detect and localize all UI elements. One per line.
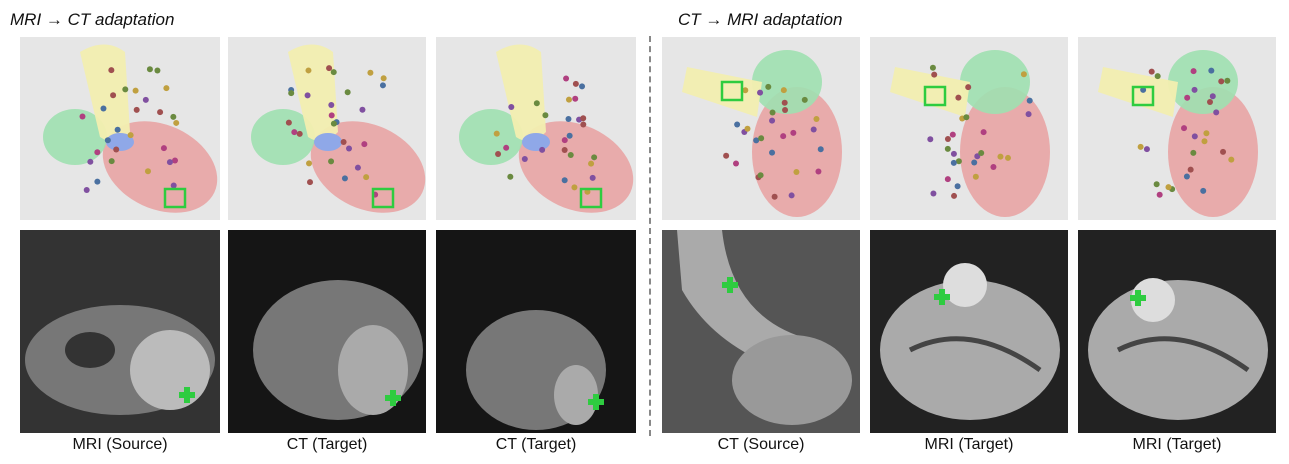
marker-cross-icon bbox=[934, 289, 950, 305]
panel-caption: MRI (Target) bbox=[1132, 436, 1222, 453]
scan-image-5 bbox=[870, 230, 1068, 433]
panel-caption: CT (Target) bbox=[286, 436, 368, 453]
heart-render-3 bbox=[436, 37, 636, 220]
scan-image-6 bbox=[1078, 230, 1276, 433]
heart-render-2 bbox=[228, 37, 426, 220]
heart-render-6 bbox=[1078, 37, 1276, 220]
scan-image-4 bbox=[662, 230, 860, 433]
marker-cross-icon bbox=[588, 394, 604, 410]
heart-render-4 bbox=[662, 37, 860, 220]
scan-image-1 bbox=[20, 230, 220, 433]
marker-box-icon bbox=[1131, 85, 1155, 107]
marker-box-icon bbox=[720, 80, 744, 102]
group-divider bbox=[649, 36, 651, 436]
panel-caption: CT (Source) bbox=[717, 436, 805, 453]
title-mri-to-ct: MRI → CT adaptation bbox=[10, 10, 175, 29]
marker-box-icon bbox=[923, 85, 947, 107]
title-ct-to-mri: CT → MRI adaptation bbox=[678, 10, 843, 29]
marker-cross-icon bbox=[1130, 290, 1146, 306]
marker-cross-icon bbox=[179, 387, 195, 403]
scan-image-2 bbox=[228, 230, 426, 433]
panel-caption: CT (Target) bbox=[495, 436, 577, 453]
heart-render-5 bbox=[870, 37, 1068, 220]
marker-box-icon bbox=[371, 187, 395, 209]
marker-cross-icon bbox=[722, 277, 738, 293]
scan-image-3 bbox=[436, 230, 636, 433]
marker-box-icon bbox=[579, 187, 603, 209]
marker-box-icon bbox=[163, 187, 187, 209]
heart-render-1 bbox=[20, 37, 220, 220]
marker-cross-icon bbox=[385, 390, 401, 406]
panel-caption: MRI (Target) bbox=[924, 436, 1014, 453]
panel-caption: MRI (Source) bbox=[72, 436, 168, 453]
